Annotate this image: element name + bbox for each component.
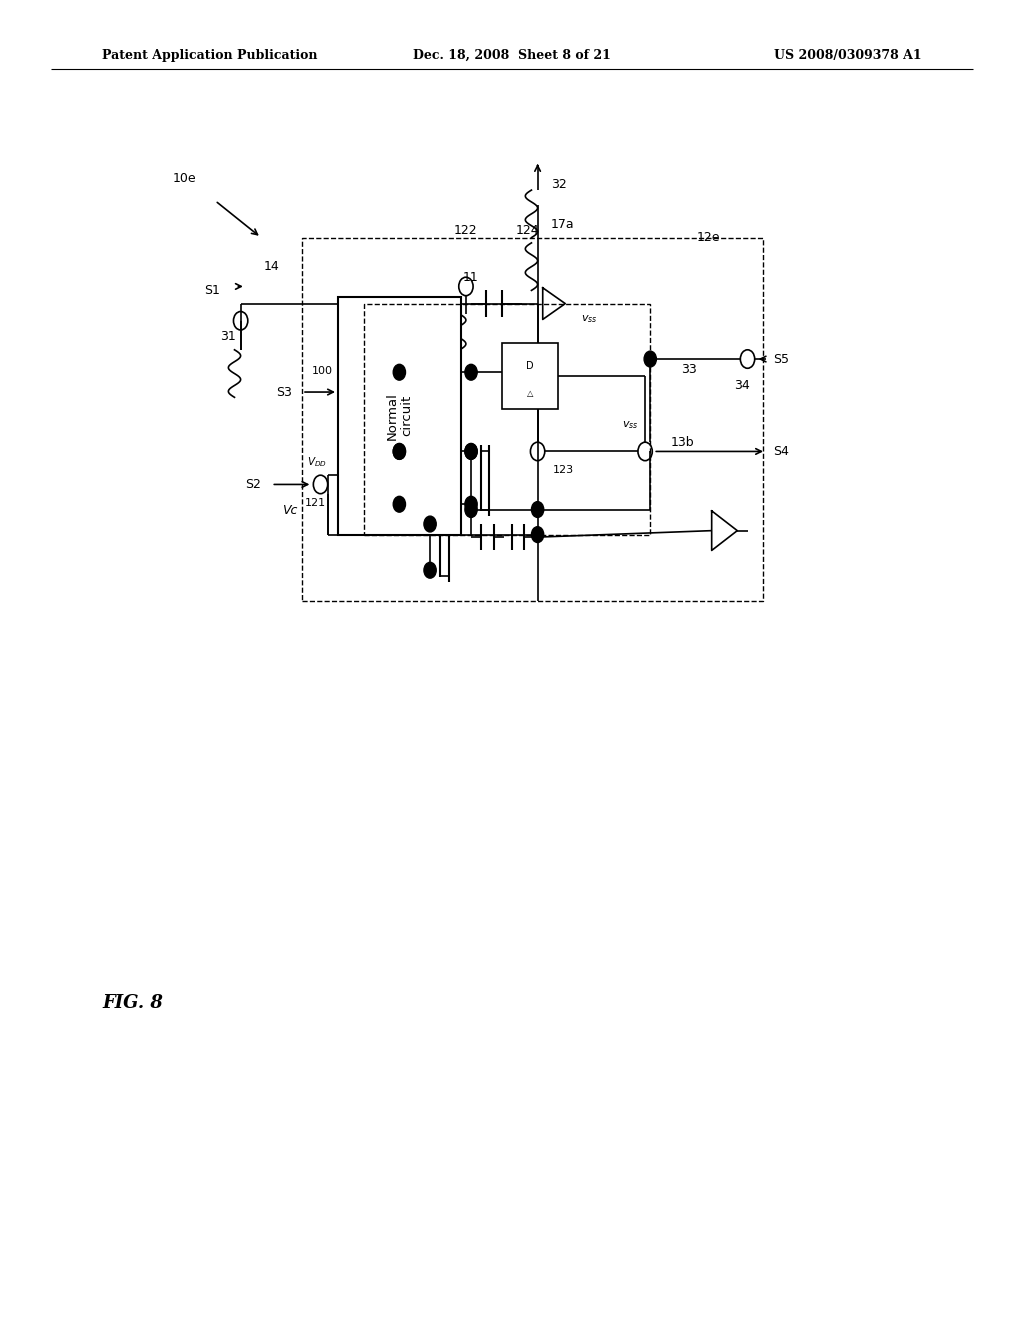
Circle shape [465,496,477,512]
Bar [302,238,763,601]
Text: 14: 14 [263,260,280,273]
Text: 124: 124 [515,224,540,238]
Text: 32: 32 [551,178,566,191]
Bar [338,297,461,535]
Text: US 2008/0309378 A1: US 2008/0309378 A1 [774,49,922,62]
Text: 122: 122 [454,224,478,238]
Text: Vc: Vc [282,504,298,517]
Circle shape [393,496,406,512]
Circle shape [393,364,406,380]
Text: △: △ [526,389,534,397]
Text: Dec. 18, 2008  Sheet 8 of 21: Dec. 18, 2008 Sheet 8 of 21 [413,49,611,62]
Circle shape [424,562,436,578]
Text: 121: 121 [305,498,327,508]
Text: $v_{ss}$: $v_{ss}$ [581,314,597,325]
Bar [364,304,650,535]
Text: 13b: 13b [671,436,694,449]
Text: Normal
circuit: Normal circuit [385,392,414,440]
Circle shape [465,502,477,517]
Text: S4: S4 [773,445,790,458]
Text: S3: S3 [275,385,292,399]
Text: 31: 31 [220,330,236,343]
Circle shape [393,444,406,459]
Text: S1: S1 [204,284,220,297]
Text: 123: 123 [553,465,574,475]
Bar [502,343,558,409]
Text: $v_{ss}$: $v_{ss}$ [622,420,638,430]
Text: 11: 11 [463,271,479,284]
Text: S2: S2 [245,478,261,491]
Text: $V_{DD}$: $V_{DD}$ [307,455,328,469]
Circle shape [465,364,477,380]
Circle shape [531,527,544,543]
Polygon shape [507,379,553,403]
Circle shape [393,444,406,459]
Text: D: D [526,360,534,371]
Text: FIG. 8: FIG. 8 [102,994,163,1012]
Text: 33: 33 [681,363,696,376]
Text: Patent Application Publication: Patent Application Publication [102,49,317,62]
Circle shape [465,444,477,459]
Circle shape [644,351,656,367]
Circle shape [465,444,477,459]
Text: 17a: 17a [551,218,574,231]
Text: S5: S5 [773,352,790,366]
Circle shape [424,516,436,532]
Text: 10e: 10e [172,172,197,185]
Text: 12e: 12e [696,231,720,244]
Text: 34: 34 [734,379,751,392]
Circle shape [531,502,544,517]
Text: 100: 100 [312,366,333,376]
